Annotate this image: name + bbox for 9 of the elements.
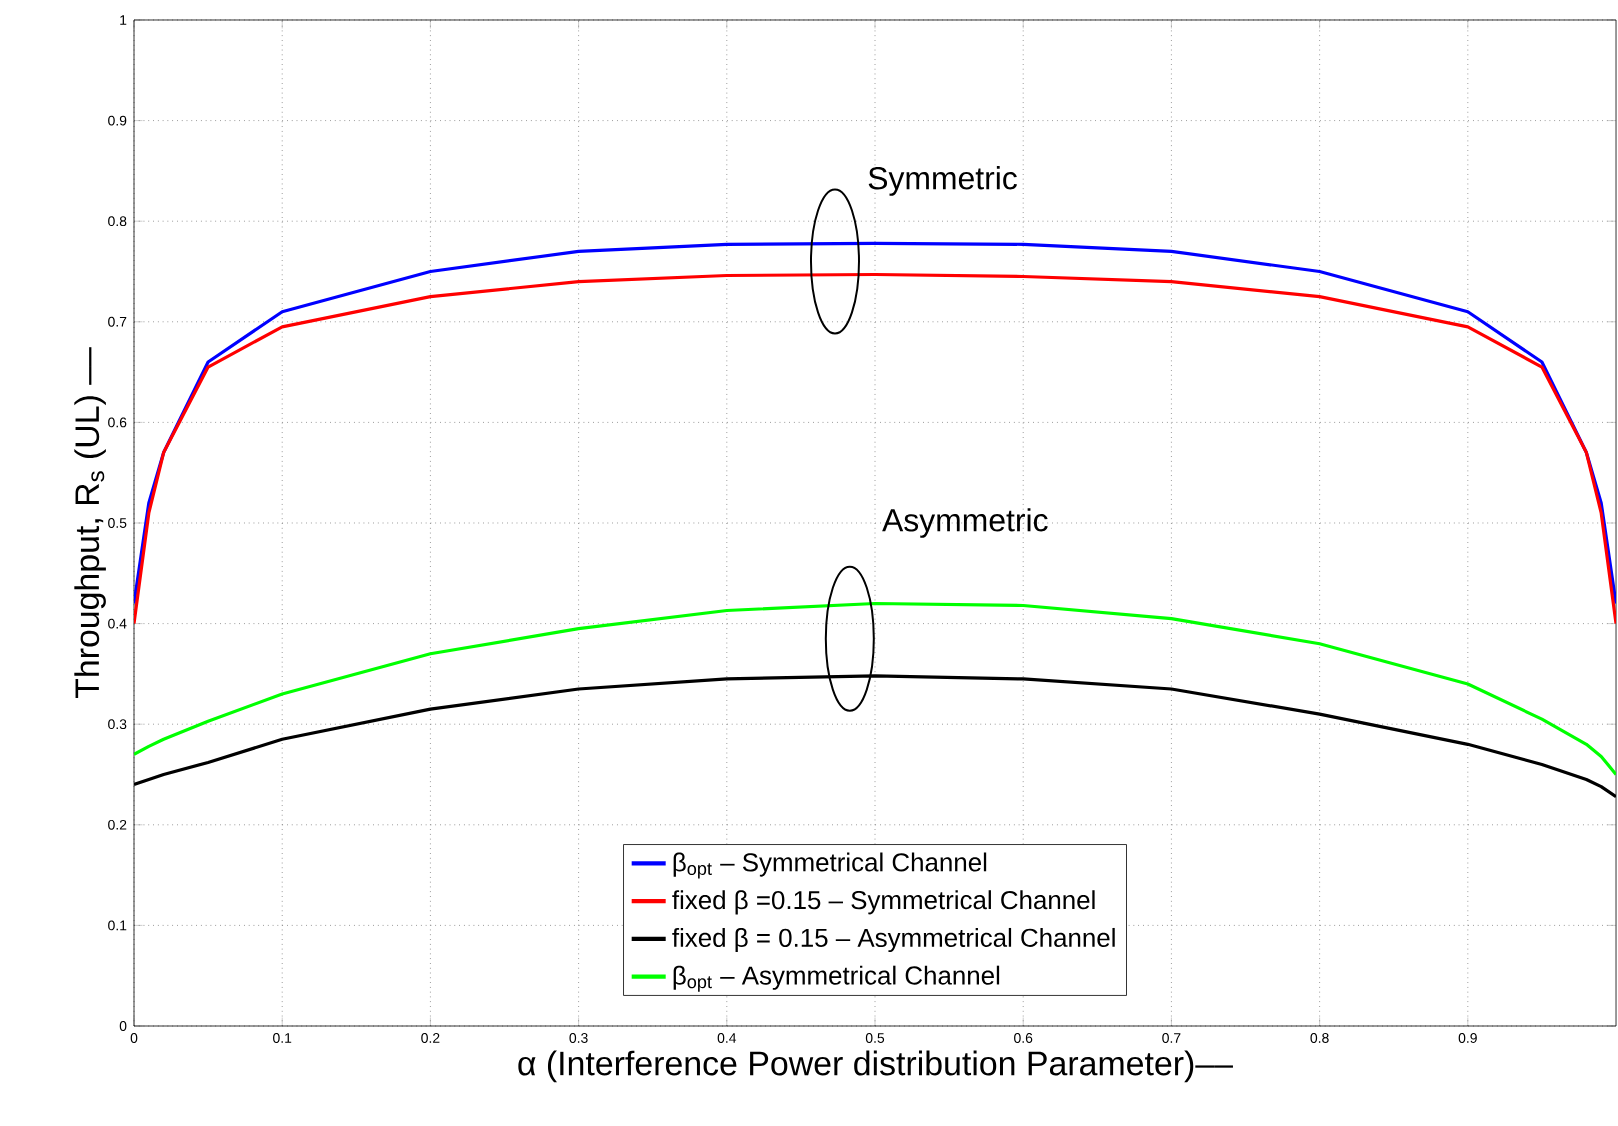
annotation: Asymmetric: [882, 508, 1048, 538]
x-axis-title: α (Interference Power distribution Parameter)––: [518, 1050, 1233, 1083]
legend-label: fixed β = 0.15 – Asymmetrical Channel: [672, 927, 1115, 953]
y-axis-title: Throughput, R$_{s}$ (UL) ––: [74, 347, 106, 699]
legend-label: β$_{opt}$ – Asymmetrical Channel: [673, 965, 1000, 992]
legend-label: β$_{opt}$ – Symmetrical Channel: [673, 852, 987, 879]
annotation: Symmetric: [868, 166, 1017, 196]
legend-label: fixed β =0.15 – Symmetrical Channel: [672, 890, 1095, 915]
line-series: [134, 601, 1617, 777]
